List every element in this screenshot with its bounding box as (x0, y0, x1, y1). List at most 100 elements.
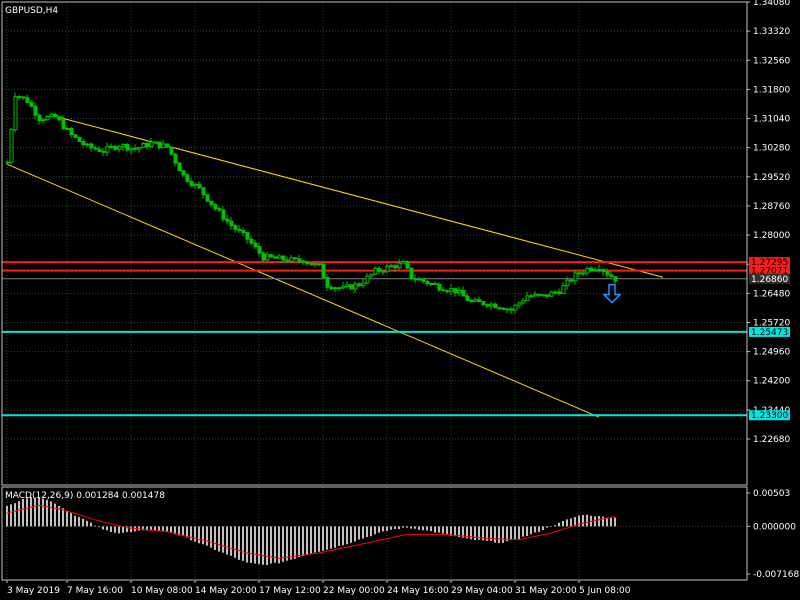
macd-tick-label: -0.007168 (753, 570, 799, 580)
candle-body (81, 140, 86, 146)
candle-body (577, 272, 582, 275)
candle-body (561, 285, 566, 295)
time-tick-label[interactable]: 29 May 04:00 (451, 586, 513, 596)
candle-body (585, 267, 590, 274)
price-axis[interactable]: 1.34080 1.33320 1.32560 1.31800 1.31040 1.302… (747, 0, 790, 445)
candle-body (37, 114, 42, 121)
candle-body (361, 282, 366, 287)
candle-body (153, 141, 158, 144)
candle-body (53, 113, 58, 118)
time-tick-label[interactable]: 22 May 00:00 (323, 586, 385, 596)
price-tick-label: 1.31800 (753, 85, 790, 95)
macd-label: MACD(12,26,9) 0.001284 0.001478 (5, 491, 165, 501)
candle-body (245, 232, 250, 240)
candle-body (17, 96, 22, 99)
candle-body (453, 288, 458, 294)
candle-body (101, 150, 106, 153)
candle-body (45, 116, 50, 121)
candle-body (581, 272, 586, 275)
time-tick-label[interactable]: 24 May 16:00 (387, 586, 449, 596)
price-tick-label: 1.26480 (753, 289, 790, 299)
candle-body (97, 148, 102, 152)
time-tick-label[interactable]: 31 May 20:00 (515, 586, 577, 596)
time-axis[interactable]: 3 May 2019 7 May 16:00 10 May 08:00 14 May … (6, 580, 631, 596)
candle-body (493, 303, 498, 309)
price-tick-label: 1.34080 (753, 0, 790, 8)
candle-body (341, 285, 346, 289)
candle-body (601, 269, 606, 272)
candle-body (325, 276, 330, 288)
candle-body (609, 274, 614, 278)
candle-body (249, 238, 254, 244)
candle-body (185, 174, 190, 182)
price-tick-label: 1.28000 (753, 231, 790, 241)
candle-body (357, 283, 362, 287)
candle-body (301, 260, 306, 264)
candle-body (429, 283, 434, 286)
candle-body (237, 228, 242, 231)
candle-body (573, 272, 578, 282)
candle-body (309, 262, 314, 266)
time-tick-label[interactable]: 10 May 08:00 (131, 586, 193, 596)
level-tag-resistance-1 (749, 257, 790, 268)
horizontal-levels[interactable] (2, 261, 747, 417)
candle-body (225, 218, 230, 222)
candle-body (261, 252, 266, 261)
candle-body (473, 299, 478, 302)
trendline-1[interactable] (54, 115, 664, 278)
candle-body (197, 183, 202, 189)
time-tick-label[interactable]: 3 May 2019 (7, 586, 60, 596)
trendlines[interactable] (6, 115, 664, 418)
candle-body (109, 145, 114, 148)
candle-body (233, 225, 238, 230)
candle-body (401, 261, 406, 264)
candle-body (121, 143, 126, 148)
time-tick-label[interactable]: 17 May 12:00 (259, 586, 321, 596)
candle-body (433, 283, 438, 286)
candle-body (397, 262, 402, 269)
price-tick-label: 1.25720 (753, 318, 790, 328)
candle-body (9, 129, 14, 163)
trendline-2[interactable] (6, 163, 600, 418)
candle-body (177, 162, 182, 172)
candle-body (89, 143, 94, 149)
candle-body (533, 293, 538, 297)
time-tick-label[interactable]: 7 May 16:00 (67, 586, 123, 596)
candle-body (145, 143, 150, 148)
candle-body (537, 293, 542, 296)
macd-tick-label: 0.000000 (753, 522, 796, 532)
candle-body (437, 283, 442, 291)
time-tick-label[interactable]: 14 May 20:00 (195, 586, 257, 596)
level-tag-label: 1.23300 (751, 411, 788, 421)
candle-body (425, 280, 430, 285)
candle-body (65, 127, 70, 130)
candle-body (517, 302, 522, 306)
candle-body (593, 269, 598, 272)
candle-body (117, 146, 122, 150)
candle-body (313, 263, 318, 266)
candle-body (465, 295, 470, 301)
level-tag-label: 1.27071 (751, 267, 788, 277)
candle-body (513, 304, 518, 311)
candle-body (441, 289, 446, 292)
candle-body (209, 200, 214, 206)
candle-body (541, 294, 546, 297)
macd-tick-label: 0.00503 (753, 489, 790, 499)
candle-body (77, 136, 82, 142)
price-tick-label: 1.32560 (753, 56, 790, 66)
candle-body (393, 265, 398, 269)
candle-body (373, 268, 378, 275)
chart-frame (1, 1, 748, 581)
candle-body (129, 147, 134, 151)
candle-body (125, 143, 130, 151)
candle-body (469, 299, 474, 302)
candle-body (281, 255, 286, 261)
price-tick-label: 1.24200 (753, 377, 790, 387)
candle-body (461, 289, 466, 297)
time-tick-label[interactable]: 5 Jun 08:00 (579, 586, 631, 596)
candle-body (41, 119, 46, 122)
candle-body (221, 209, 226, 220)
level-tag-bid (749, 273, 790, 284)
candle-body (189, 180, 194, 186)
